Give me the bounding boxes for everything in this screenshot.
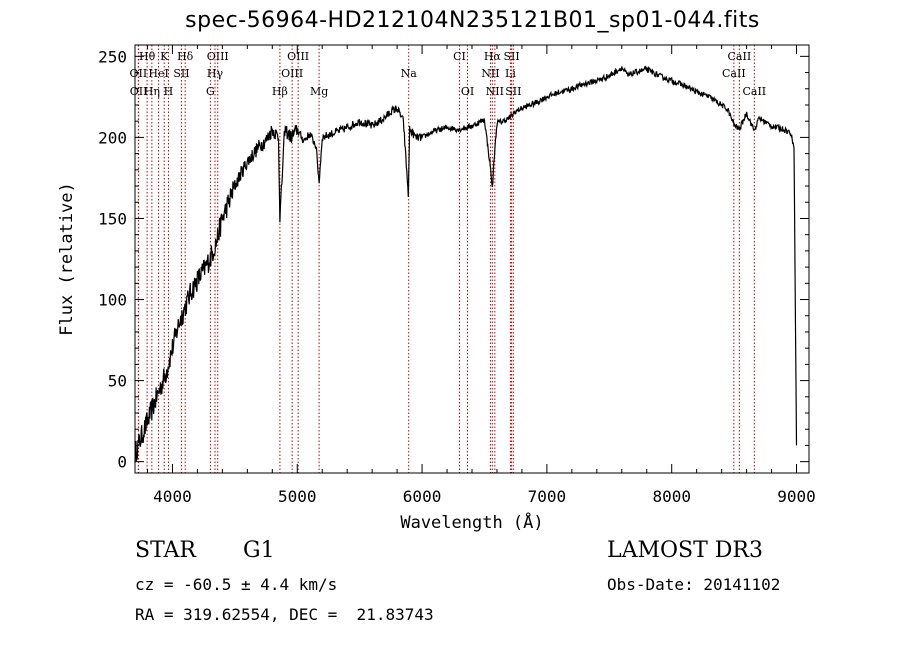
line-marker-label: OIII [281,67,303,80]
line-marker-label: CaII [742,85,766,98]
line-marker-label: Hγ [207,67,224,80]
y-axis-label: Flux (relative) [57,182,77,336]
x-tick-label: 8000 [652,487,691,506]
line-marker-layer [137,45,755,473]
line-marker-label: G [206,85,215,98]
y-tick-label: 50 [108,372,127,391]
line-marker-label: Mg [310,85,328,98]
object-subclass-label: G1 [243,538,275,563]
object-class-label: STAR [135,538,196,563]
line-marker-label: OIII [287,50,309,63]
line-marker-label: CI [453,50,466,63]
line-marker-label: NII [481,67,499,80]
y-tick-label: 0 [117,453,127,472]
line-marker-label: SII [505,85,521,98]
line-marker-label: Hβ [272,85,288,98]
line-marker-label: Hη [144,85,160,98]
line-marker-label: Na [401,67,418,80]
axis-tick-layer: 4000 5000 6000 7000 8000 9000 0 50 100 150 200 250 [98,45,816,506]
plot-frame [134,44,810,474]
line-marker-label: Hα [484,50,502,63]
survey-label: LAMOST DR3 [607,538,763,563]
x-tick-label: 9000 [777,487,816,506]
y-tick-label: 250 [98,47,127,66]
line-marker-label: OII [130,85,148,98]
coordinates-readout: RA = 319.62554, DEC = 21.83743 [135,605,434,624]
redshift-readout: cz = -60.5 ± 4.4 km/s [135,575,338,594]
line-marker-label: NII [486,85,504,98]
line-marker-label: CaII [722,67,746,80]
line-marker-label: Hθ [139,50,156,63]
line-marker-label: SII [173,67,189,80]
x-axis-label: Wavelength (Å) [400,511,543,533]
line-marker-label: OII [130,67,148,80]
spectrum-series-line [134,65,798,463]
line-marker-label: OI [461,85,474,98]
obs-date-readout: Obs-Date: 20141102 [607,575,781,594]
x-tick-label: 6000 [403,487,442,506]
chart-title: spec-56964-HD212104N235121B01_sp01-044.f… [185,8,760,33]
line-marker-label: H [164,85,174,98]
line-marker-label: HeI [148,67,168,80]
y-tick-label: 100 [98,291,127,310]
x-tick-label: 4000 [153,487,192,506]
x-tick-label: 7000 [528,487,567,506]
line-marker-label: Li [505,67,516,80]
line-marker-label: K [160,50,169,63]
y-tick-label: 150 [98,209,127,228]
line-marker-label: Hδ [177,50,194,63]
line-marker-label: CaII [728,50,752,63]
line-marker-label: OIII [207,50,229,63]
line-marker-label: SII [503,50,519,63]
y-tick-label: 200 [98,128,127,147]
x-tick-label: 5000 [278,487,317,506]
